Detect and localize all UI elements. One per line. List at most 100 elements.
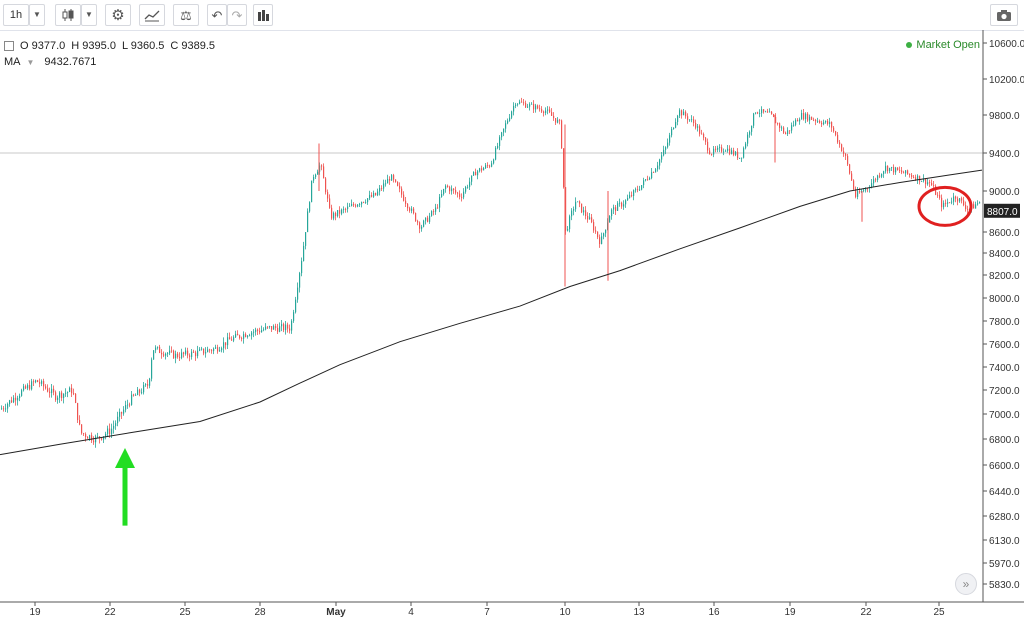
close-label: C: [170, 40, 179, 52]
candle-body: [697, 126, 699, 128]
candle-body: [63, 393, 65, 399]
price-tick-label: 5970.0: [989, 559, 1020, 570]
undo-button[interactable]: ↶: [207, 4, 227, 26]
candle-body: [717, 147, 719, 150]
candle-body: [761, 109, 763, 114]
candle-body: [347, 206, 349, 210]
time-tick-label: 22: [104, 607, 116, 617]
candle-body: [663, 149, 665, 156]
candle-body: [945, 202, 947, 204]
candle-body: [511, 111, 513, 118]
camera-icon: [997, 9, 1011, 21]
candle-body: [487, 165, 489, 166]
candle-body: [265, 326, 267, 330]
candle-body: [65, 392, 67, 394]
candle-body: [391, 175, 393, 181]
candle-body: [579, 201, 581, 204]
candle-body: [11, 400, 13, 403]
settings-button[interactable]: ⚙: [105, 4, 131, 26]
candle-body: [797, 120, 799, 122]
time-tick-label: 28: [254, 607, 266, 617]
snapshot-button[interactable]: [990, 4, 1018, 26]
time-tick-label: 19: [29, 607, 41, 617]
candle-body: [907, 170, 909, 174]
time-axis[interactable]: 19 22 25 28 May 4 7 10 13 16 19 22 25: [0, 601, 1024, 617]
price-axis[interactable]: 10600.0 10200.0 9800.0 9400.0 9000.0 8600.0 84…: [982, 30, 1024, 602]
interval-button[interactable]: 1h: [3, 4, 29, 26]
candle-body: [77, 402, 79, 421]
candle-body: [571, 210, 573, 217]
candle-body: [151, 359, 153, 379]
candle-body: [261, 330, 263, 333]
candle-body: [91, 435, 93, 441]
candle-body: [245, 334, 247, 337]
candle-body: [815, 119, 817, 122]
candle-body: [445, 185, 447, 189]
candle-body: [485, 165, 487, 169]
candle-body: [735, 151, 737, 155]
candle-body: [657, 165, 659, 170]
price-tick-label: 10200.0: [989, 75, 1024, 86]
candle-body: [225, 342, 227, 346]
candle-body: [393, 175, 395, 180]
candle-body: [749, 131, 751, 135]
candle-body: [853, 180, 855, 189]
scroll-to-realtime-button[interactable]: »: [955, 573, 977, 595]
chart-type-button[interactable]: [55, 4, 81, 26]
candle-body: [243, 334, 245, 339]
candle-body: [83, 433, 85, 435]
candle-body: [519, 101, 521, 104]
price-tick-label: 7200.0: [989, 386, 1020, 397]
candle-body: [51, 388, 53, 394]
caret-down-icon[interactable]: ▼: [26, 57, 35, 67]
candle-body: [883, 171, 885, 174]
candle-body: [881, 173, 883, 177]
candle-body: [421, 226, 423, 229]
candle-body: [855, 188, 857, 197]
candle-body: [823, 122, 825, 125]
bars-button[interactable]: [253, 4, 273, 26]
candle-body: [103, 436, 105, 440]
price-tick-label: 9800.0: [989, 111, 1020, 122]
candle-body: [683, 111, 685, 116]
compare-button[interactable]: ⚖: [173, 4, 199, 26]
candle-body: [191, 351, 193, 357]
candle-body: [707, 141, 709, 151]
candlestick-series: [1, 97, 981, 448]
chart-type-dropdown-button[interactable]: ▼: [81, 4, 97, 26]
redo-button[interactable]: ↷: [227, 4, 247, 26]
candle-body: [39, 381, 41, 384]
candle-body: [933, 185, 935, 186]
candle-body: [569, 216, 571, 230]
candle-body: [443, 188, 445, 195]
interval-dropdown-button[interactable]: ▼: [29, 4, 45, 26]
candle-body: [871, 183, 873, 188]
candle-body: [639, 189, 641, 191]
ma-label[interactable]: MA: [4, 56, 21, 68]
candle-body: [121, 411, 123, 414]
candle-body: [775, 116, 777, 124]
candle-body: [605, 229, 607, 234]
candle-body: [271, 326, 273, 330]
candle-body: [93, 440, 95, 443]
ma-row: MA ▼ 9432.7671: [4, 54, 215, 70]
candle-body: [629, 195, 631, 199]
candle-body: [703, 134, 705, 138]
candle-body: [197, 350, 199, 357]
candle-body: [785, 132, 787, 135]
candle-body: [171, 350, 173, 352]
candle-body: [501, 132, 503, 138]
legend-square-icon[interactable]: [4, 41, 14, 51]
price-tick-label: 6130.0: [989, 536, 1020, 547]
candle-body: [227, 337, 229, 346]
candle-body: [793, 124, 795, 126]
candle-body: [241, 338, 243, 339]
candle-body: [195, 352, 197, 357]
candle-body: [513, 105, 515, 112]
candle-body: [891, 167, 893, 168]
candle-body: [81, 424, 83, 434]
candle-body: [203, 348, 205, 354]
candle-body: [849, 164, 851, 174]
indicators-button[interactable]: [139, 4, 165, 26]
